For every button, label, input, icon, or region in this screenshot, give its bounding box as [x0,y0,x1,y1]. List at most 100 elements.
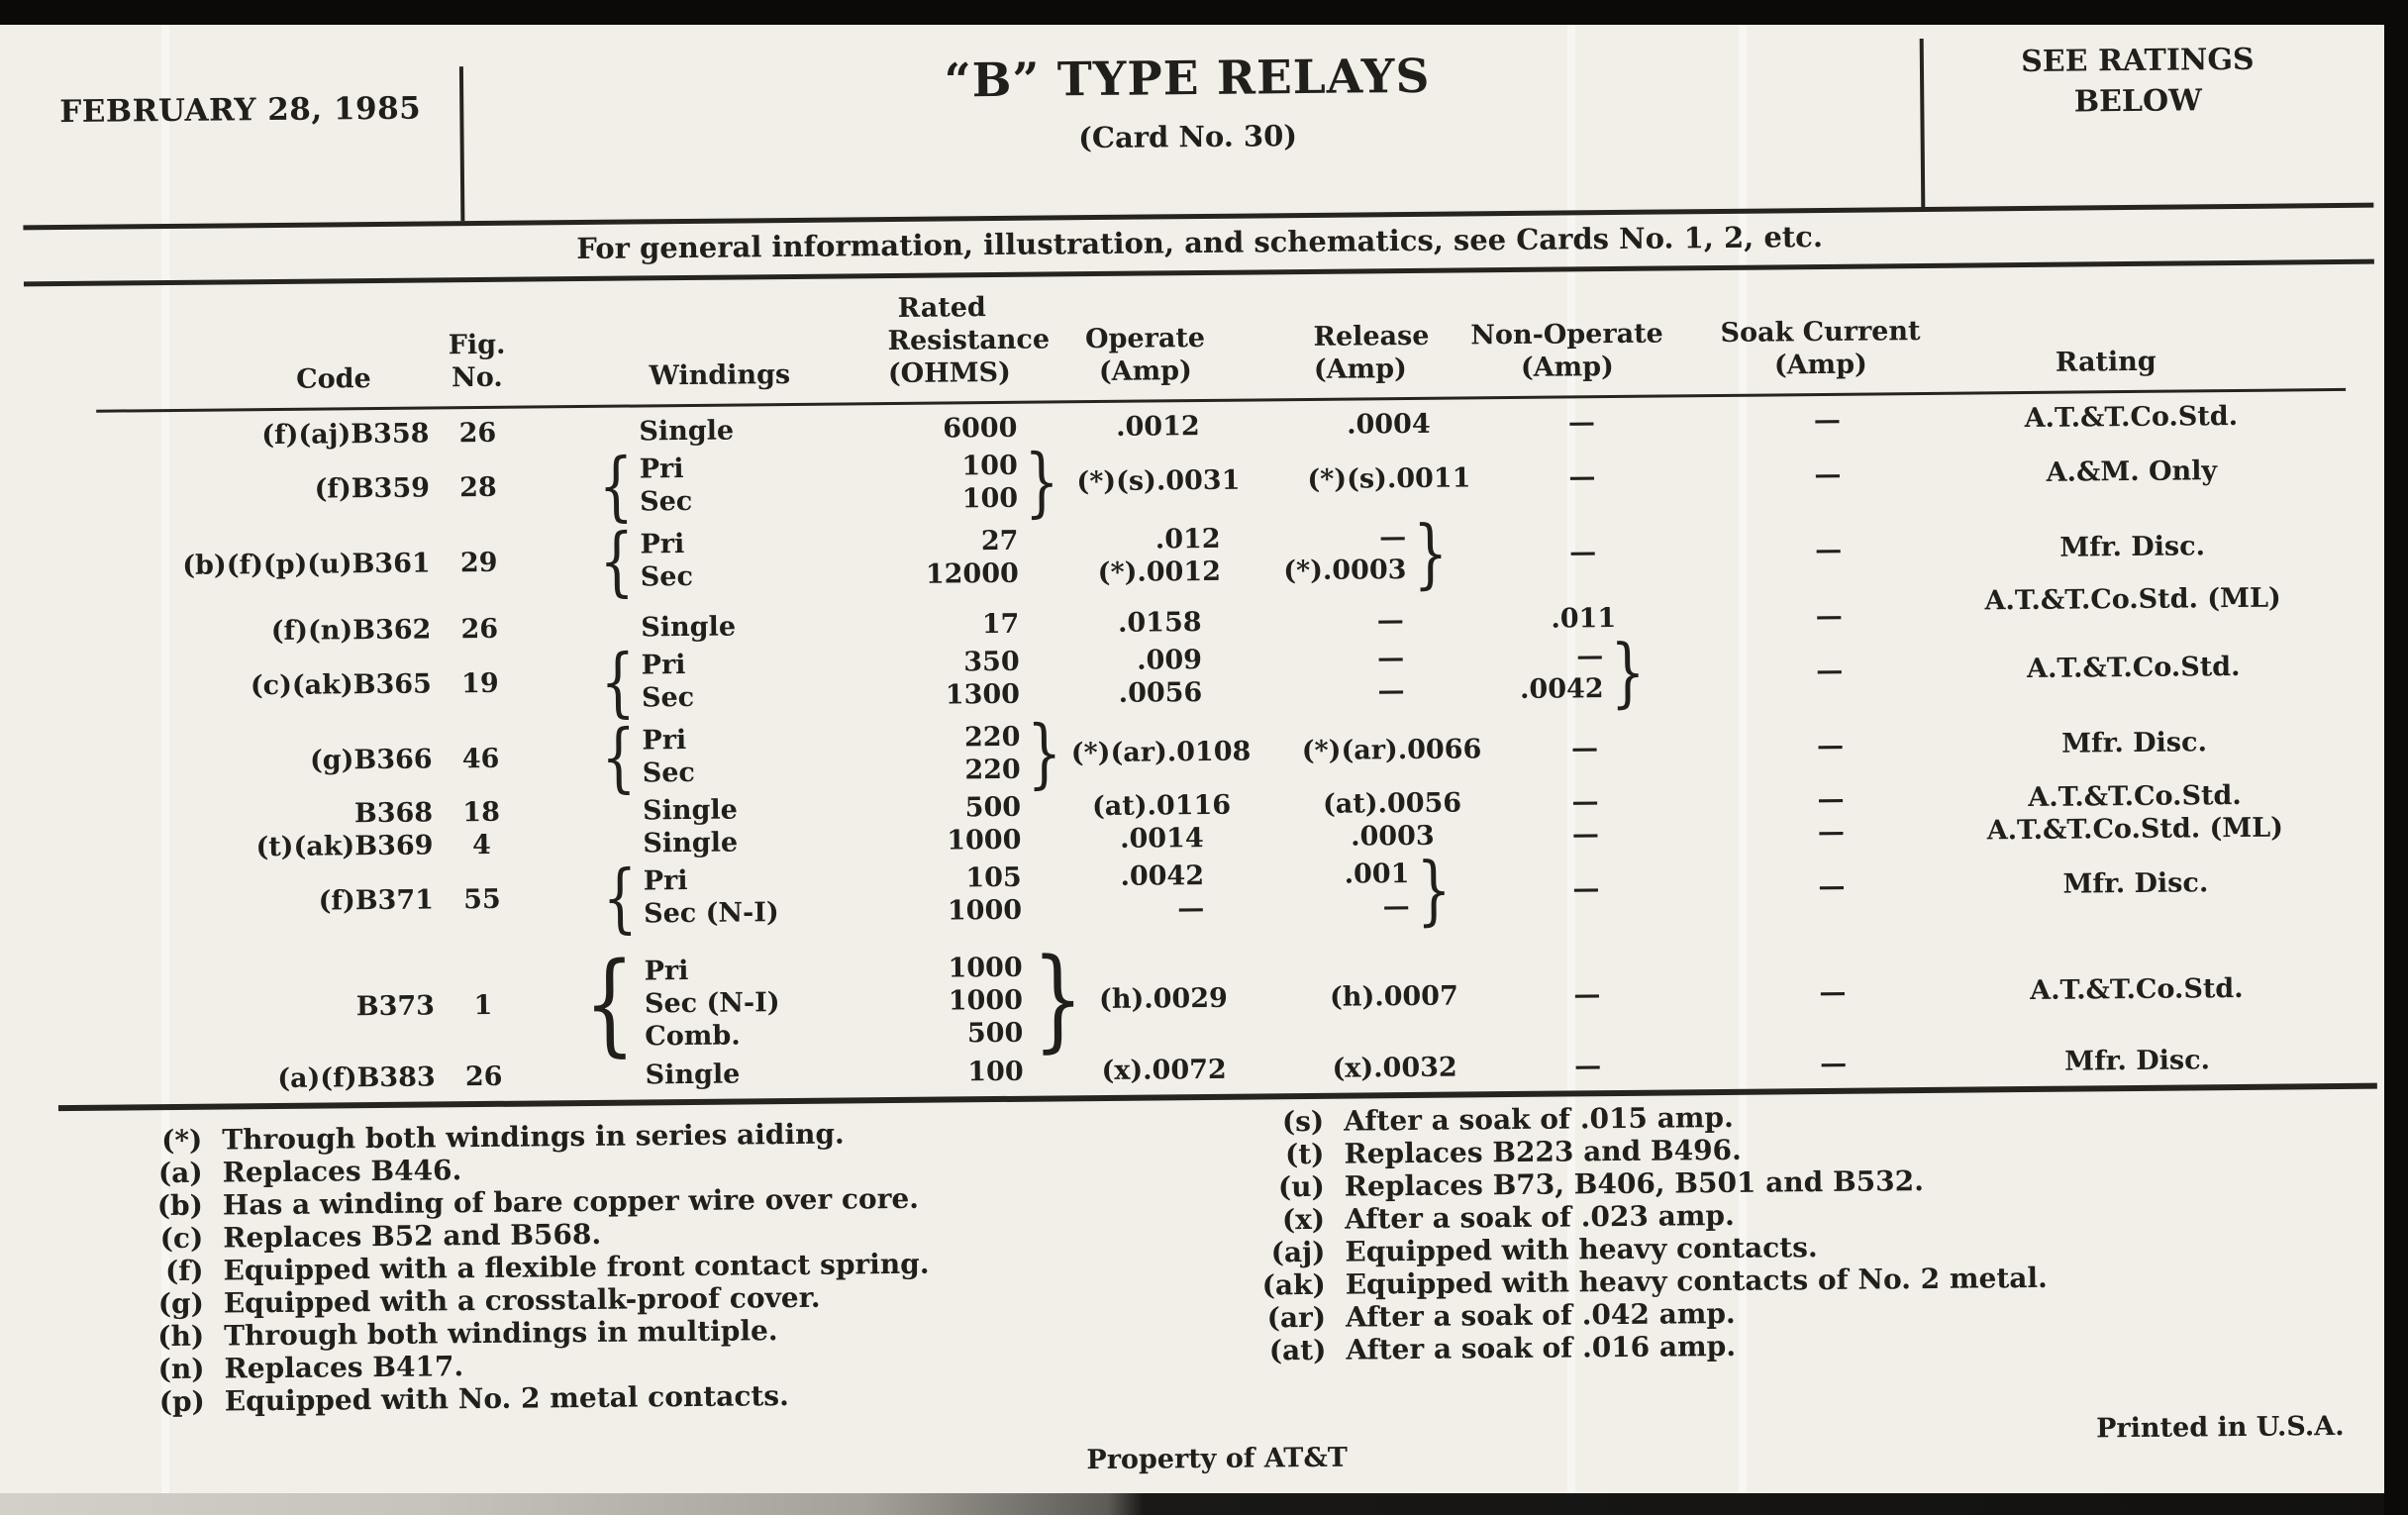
cell-fig-no: 19 [460,667,499,699]
cell-lines: .0004 [1347,408,1431,442]
cell-line: — [1571,786,1599,818]
cell-line: .011 [1551,603,1617,635]
cell-lines: A.&M. Only [2046,454,2217,489]
cell-lines: A.T.&T.Co.Std. (ML) [1987,812,2284,848]
cell-lines: (x).0072 [1101,1054,1227,1087]
cell-code: (b)(f)(p)(u)B361 [182,547,431,581]
resistance-brace-slot: } [1022,935,1084,1063]
cell-line: (*)(ar).0108 [1070,736,1252,768]
cell-lines: Single [646,1059,741,1092]
cell-operate: .0014 [1051,821,1318,857]
cell-code: (f)(n)B362 [270,614,432,648]
cell-line: Sec [640,560,694,593]
cell-lines: — [1569,536,1596,568]
cell-windings: {Pri Sec (N-I) Comb. [556,940,894,1068]
cell-line: — [1573,978,1601,1010]
cell-line: — [1376,605,1404,637]
cell-lines: — [1817,729,1844,761]
footnote-tag: (ar) [1266,1300,1327,1335]
cell-line: — [1567,407,1596,439]
cell-lines: — [1814,404,1841,437]
cell-line: .0012 [1115,411,1200,443]
cell-line: — [1377,643,1405,674]
cell-lines: (*)(ar).0066 [1302,733,1482,767]
brace-right: } [1412,508,1449,597]
column-header-line: No. [451,361,503,394]
resistance-brace-slot: } [1020,708,1062,796]
cell-lines: A.T.&T.Co.Std. [2030,971,2244,1006]
footnote-tag: (p) [158,1384,205,1419]
cell-lines: — [1817,783,1844,816]
relay-spec-table: Code Fig. No. Windings Rated Resistance (OHMS)… [0,277,2408,1097]
cell-line: A.T.&T.Co.Std. [2030,972,2244,1006]
cell-line: (h).0029 [1098,982,1228,1015]
cell-line: 6000 [943,412,1018,445]
cell-line: 1000 [947,824,1022,857]
cell-line: .009 [1137,645,1203,676]
cell-non-operate: — [1467,871,1705,906]
cell-rated-resistance: 100 100} [889,437,1059,525]
cell-line: Sec [641,681,695,714]
cell-lines: Single [641,611,736,645]
cell-rated-resistance: 350 1300 [891,645,1051,712]
brace-right: } [1609,627,1646,717]
footnotes-left-column: (*) Through both windings in series aidin… [108,1117,931,1419]
cell-line: .0004 [1346,408,1431,441]
cell-line: A.T.&T.Co.Std. [2026,651,2241,684]
cell-non-operate: — [1465,731,1703,765]
column-header-soak-current: Soak Current (Amp) [1699,315,1967,383]
card-number: (Card No. 30) [1078,119,1298,155]
footer-printed-text: Printed in U.S.A. [2096,1410,2345,1445]
ratings-note-line: BELOW [2073,83,2203,120]
cell-code: (f)(aj)B358 [261,418,430,452]
cell-lines: Pri Sec (N-I) Comb. [645,954,781,1053]
winding-brace-slot: { [602,854,645,942]
cell-operate: .0012 [1047,409,1314,445]
cell-line: (*)(ar).0066 [1301,733,1482,766]
footnote-text: Equipped with a flexible front contact s… [223,1247,930,1287]
cell-rating: Mfr. Disc. [1972,864,2378,901]
cell-line: A.&M. Only [2046,454,2218,488]
cell-code: (a)(f)B383 [277,1061,436,1094]
cell-line: .0158 [1117,607,1202,639]
cell-non-operate: — [1462,405,1700,440]
brace-left: { [598,516,635,605]
cell-release: (*)(s).0011 [1307,461,1470,495]
cell-soak-current: — [1701,532,1968,567]
cell-lines: 105 1000 [947,861,1022,928]
cell-line: — [1819,1048,1848,1080]
cell-lines: (*)(s).0031 [1076,463,1240,498]
footnote-tag: (*) [160,1123,203,1158]
footnote-item: (at) After a soak of .016 amp. [1239,1327,2048,1367]
cell-line: 1000 [948,984,1024,1016]
cell-line: (*).0012 [1097,556,1222,589]
cell-line: — [1817,783,1845,816]
cell-operate: (at).0116 [1051,788,1318,824]
header-divider-left [458,66,465,222]
cell-line: A.T.&T.Co.Std. (ML) [1986,812,2284,847]
cell-line: 1000 [948,952,1023,983]
cell-windings: {Pri Sec [552,517,890,605]
cell-lines: — [1572,872,1599,905]
cell-line: — [1814,458,1842,490]
footnote-text: Through both windings in multiple. [224,1314,778,1353]
cell-rating: A.T.&T.Co.Std. [1970,649,2376,685]
brace-right: } [1032,935,1084,1064]
cell-non-operate: .011 [1464,601,1702,636]
footnote-tag: (a) [157,1156,203,1190]
footnote-text: After a soak of .023 amp. [1344,1198,1735,1236]
footnote-tag: (t) [1284,1137,1325,1171]
cell-line: — [1576,641,1604,672]
cell-line: — [1568,460,1596,492]
winding-brace-slot: { [599,517,641,605]
footnote-text: Has a winding of bare copper wire over c… [222,1181,920,1222]
footnote-text: Replaces B446. [222,1154,462,1189]
scan-edge-bottom [0,1493,2408,1515]
cell-soak-current: — [1704,782,1971,818]
cell-rating: A.T.&T.Co.Std. [1967,399,2373,436]
cell-release: — (*).0003} [1283,508,1464,597]
cell-lines: A.T.&T.Co.Std. [2027,650,2241,684]
cell-soak-current: — [1705,868,1972,904]
footnote-text: Equipped with heavy contacts of No. 2 me… [1345,1261,2048,1301]
cell-windings: {Pri Sec [552,442,890,530]
